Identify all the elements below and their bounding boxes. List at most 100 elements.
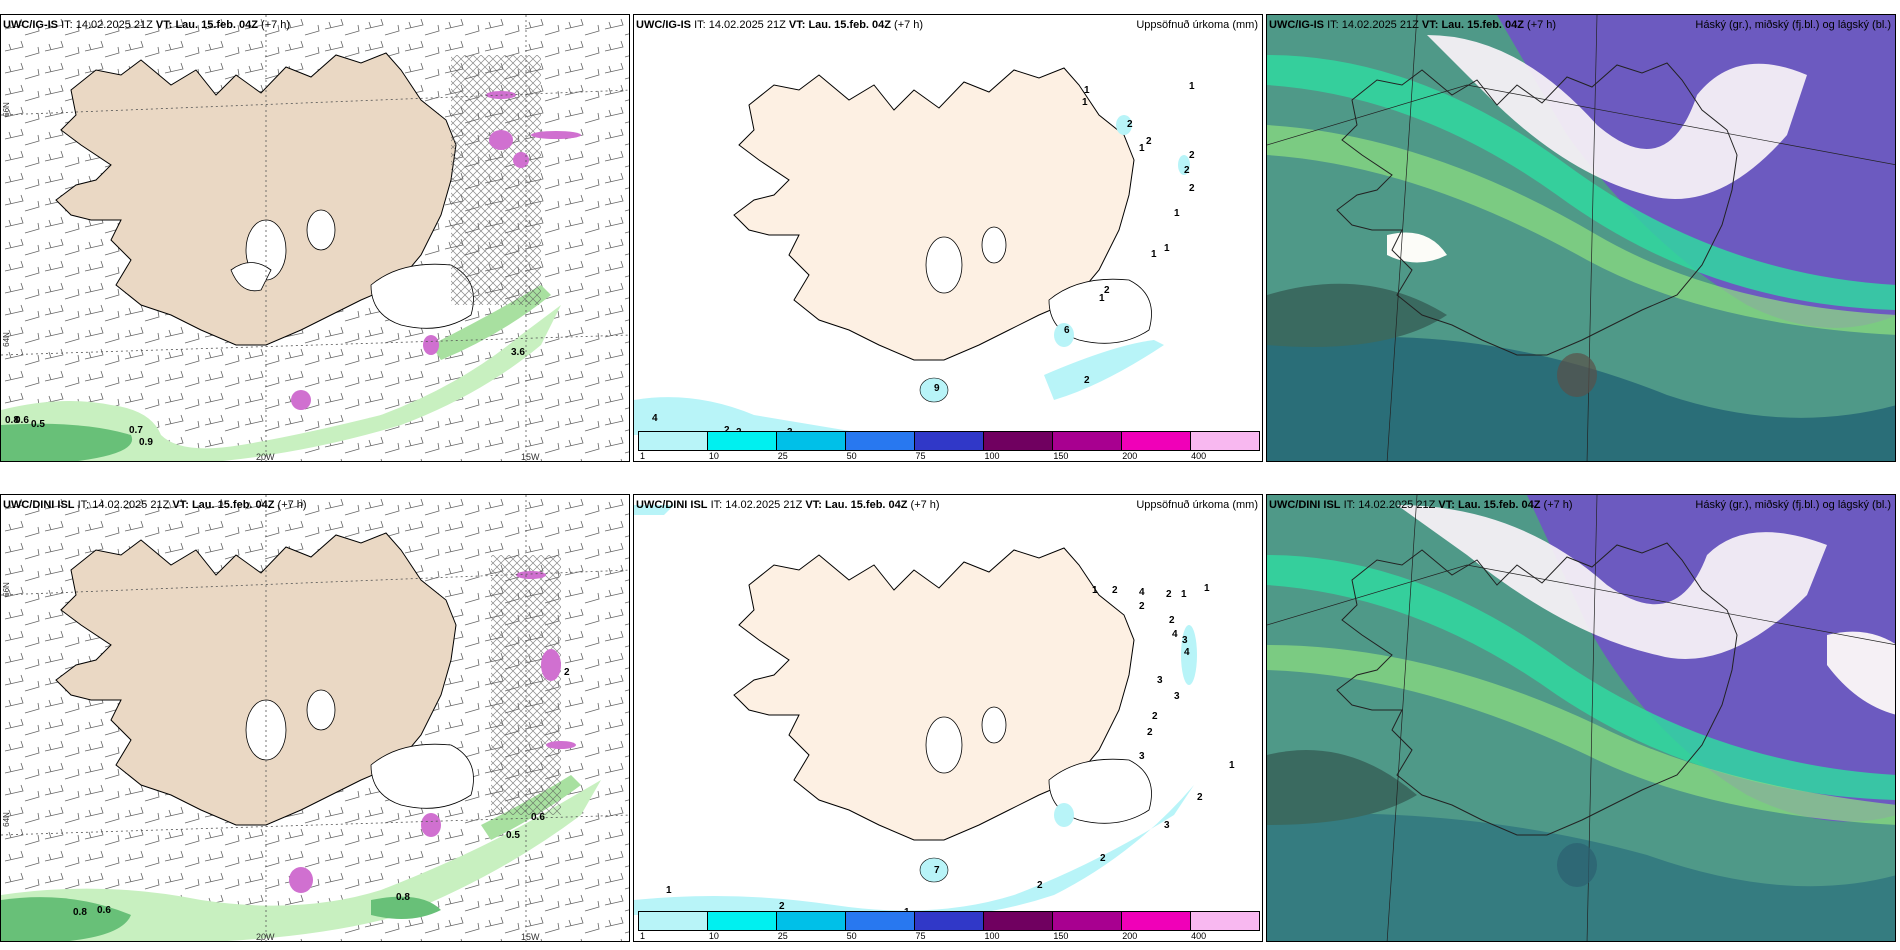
model-name: UWC/IG-IS: [1269, 19, 1324, 31]
cloud-panel-top: UWC/IG-IS IT: 14.02.2025 21Z VT: Lau. 15…: [1266, 14, 1896, 462]
colorbar-swatch: [708, 912, 777, 930]
precip-label: 2: [1100, 853, 1106, 864]
model-name: UWC/DINI ISL: [1269, 499, 1341, 511]
precip-label: 2: [1152, 711, 1158, 722]
colorbar-swatch: [708, 432, 777, 450]
it-value: 14.02.2025 21Z: [1358, 499, 1436, 511]
it-label: IT:: [1343, 499, 1356, 511]
vt-value: Lau. 15.feb. 04Z: [808, 19, 891, 31]
colorbar-swatch: [984, 432, 1053, 450]
precip-label: 3: [1164, 820, 1170, 831]
vt-value: Lau. 15.feb. 04Z: [1457, 499, 1541, 511]
colorbar-swatch: [1191, 912, 1259, 930]
it-label: IT:: [694, 19, 706, 31]
colorbar-tick: 200: [1122, 931, 1138, 941]
precip-label: 1: [1174, 208, 1180, 219]
lat-label: 66N: [1, 102, 11, 117]
precip-label: 2: [1084, 375, 1090, 386]
precip-label: 2: [1037, 880, 1043, 891]
colorbar-tick: 50: [846, 931, 857, 941]
colorbar-tick: 400: [1191, 931, 1207, 941]
lead-time: (+7 h): [1527, 19, 1557, 31]
colorbar-tick: 50: [846, 451, 857, 461]
colorbar-swatch: [777, 912, 846, 930]
it-value: 14.02.2025 21Z: [725, 499, 803, 511]
colorbar-swatch: [1122, 912, 1191, 930]
colorbar-tick: 100: [984, 451, 1000, 461]
wind-label: 0.5: [31, 419, 45, 430]
colorbar-swatch: [777, 432, 846, 450]
wind-header-bottom: UWC/DINI ISL IT: 14.02.2025 21Z VT: Lau.…: [3, 499, 307, 511]
precip-label: 2: [1112, 585, 1118, 596]
cloud-title: Háský (gr.), miðský (fj.bl.) og lágský (…: [1695, 499, 1891, 511]
precip-label: 2: [1139, 601, 1145, 612]
vt-label: VT:: [155, 19, 173, 31]
wind-label: 0.7: [129, 425, 143, 436]
lead-time: (+7 h): [1543, 499, 1573, 511]
precip-map-top: [634, 67, 1190, 435]
wind-map-bottom: [1, 495, 629, 941]
wind-label: 0.8: [73, 907, 87, 918]
wind-label: 0.9: [139, 437, 153, 448]
cloud-header-bottom: UWC/DINI ISL IT: 14.02.2025 21Z VT: Lau.…: [1269, 499, 1573, 511]
precip-label: 1: [1181, 589, 1187, 600]
it-value: 14.02.2025 21Z: [708, 19, 786, 31]
precip-label: 2: [1197, 792, 1203, 803]
lead-time: (+7 h): [277, 499, 307, 511]
precip-label: 2: [1127, 119, 1133, 130]
wind-label: 0.8: [396, 892, 410, 903]
precip-label: 2: [1189, 183, 1195, 194]
wind-panel-bottom: UWC/DINI ISL IT: 14.02.2025 21Z VT: Lau.…: [0, 494, 630, 942]
vt-label: VT:: [805, 499, 822, 511]
precip-label: 1: [1084, 85, 1090, 96]
precip-label: 1: [1229, 760, 1235, 771]
precip-label: 6: [1064, 325, 1070, 336]
precip-label: 2: [1189, 150, 1195, 161]
precip-label: 1: [1204, 583, 1210, 594]
precip-header-bottom: UWC/DINI ISL IT: 14.02.2025 21Z VT: Lau.…: [636, 499, 940, 511]
precip-label: 4: [652, 413, 658, 424]
colorbar-swatch: [1053, 912, 1122, 930]
it-label: IT:: [61, 19, 73, 31]
vt-label: VT:: [172, 499, 189, 511]
colorbar-swatch: [984, 912, 1053, 930]
colorbar-swatch: [1053, 432, 1122, 450]
cloud-map-bottom: [1267, 495, 1895, 941]
precip-label: 2: [1184, 165, 1190, 176]
it-label: IT:: [77, 499, 90, 511]
wind-label: 2: [564, 667, 570, 678]
precip-label: 1: [1164, 243, 1170, 254]
wind-label: 0.8: [5, 415, 19, 426]
colorbar-tick: 25: [777, 451, 788, 461]
cloud-map-top: [1267, 15, 1895, 461]
precip-label: 1: [1099, 293, 1105, 304]
it-value: 14.02.2025 21Z: [92, 499, 170, 511]
precip-label: 1: [1151, 249, 1157, 260]
wind-speed-light-green: [1, 305, 561, 461]
colorbar-swatch: [846, 912, 915, 930]
precip-label: 3: [1139, 751, 1145, 762]
lon-label: 20W: [256, 932, 275, 942]
colorbar-tick: 1: [640, 451, 646, 461]
colorbar-tick: 150: [1053, 451, 1069, 461]
vt-label: VT:: [1421, 19, 1439, 31]
wind-label: 0.6: [531, 812, 545, 823]
colorbar-top: [638, 431, 1260, 451]
colorbar-tick: 150: [1053, 931, 1069, 941]
lon-label: 20W: [256, 452, 275, 462]
precip-label: 4: [1172, 629, 1178, 640]
vt-label: VT:: [788, 19, 806, 31]
colorbar-tick: 100: [984, 931, 1000, 941]
precip-label: 4: [1139, 587, 1145, 598]
vt-value: Lau. 15.feb. 04Z: [1441, 19, 1524, 31]
wind-label: 0.6: [15, 415, 29, 426]
precip-label: 2: [724, 425, 730, 436]
it-value: 14.02.2025 21Z: [75, 19, 153, 31]
colorbar-swatch: [915, 912, 984, 930]
model-name: UWC/DINI ISL: [3, 499, 75, 511]
precip-label: 1: [1189, 81, 1195, 92]
colorbar-swatch: [1191, 432, 1259, 450]
wind-label: 0.5: [506, 830, 520, 841]
precip-label: 2: [1146, 136, 1152, 147]
precip-panel-top: UWC/IG-IS IT: 14.02.2025 21Z VT: Lau. 15…: [633, 14, 1263, 462]
